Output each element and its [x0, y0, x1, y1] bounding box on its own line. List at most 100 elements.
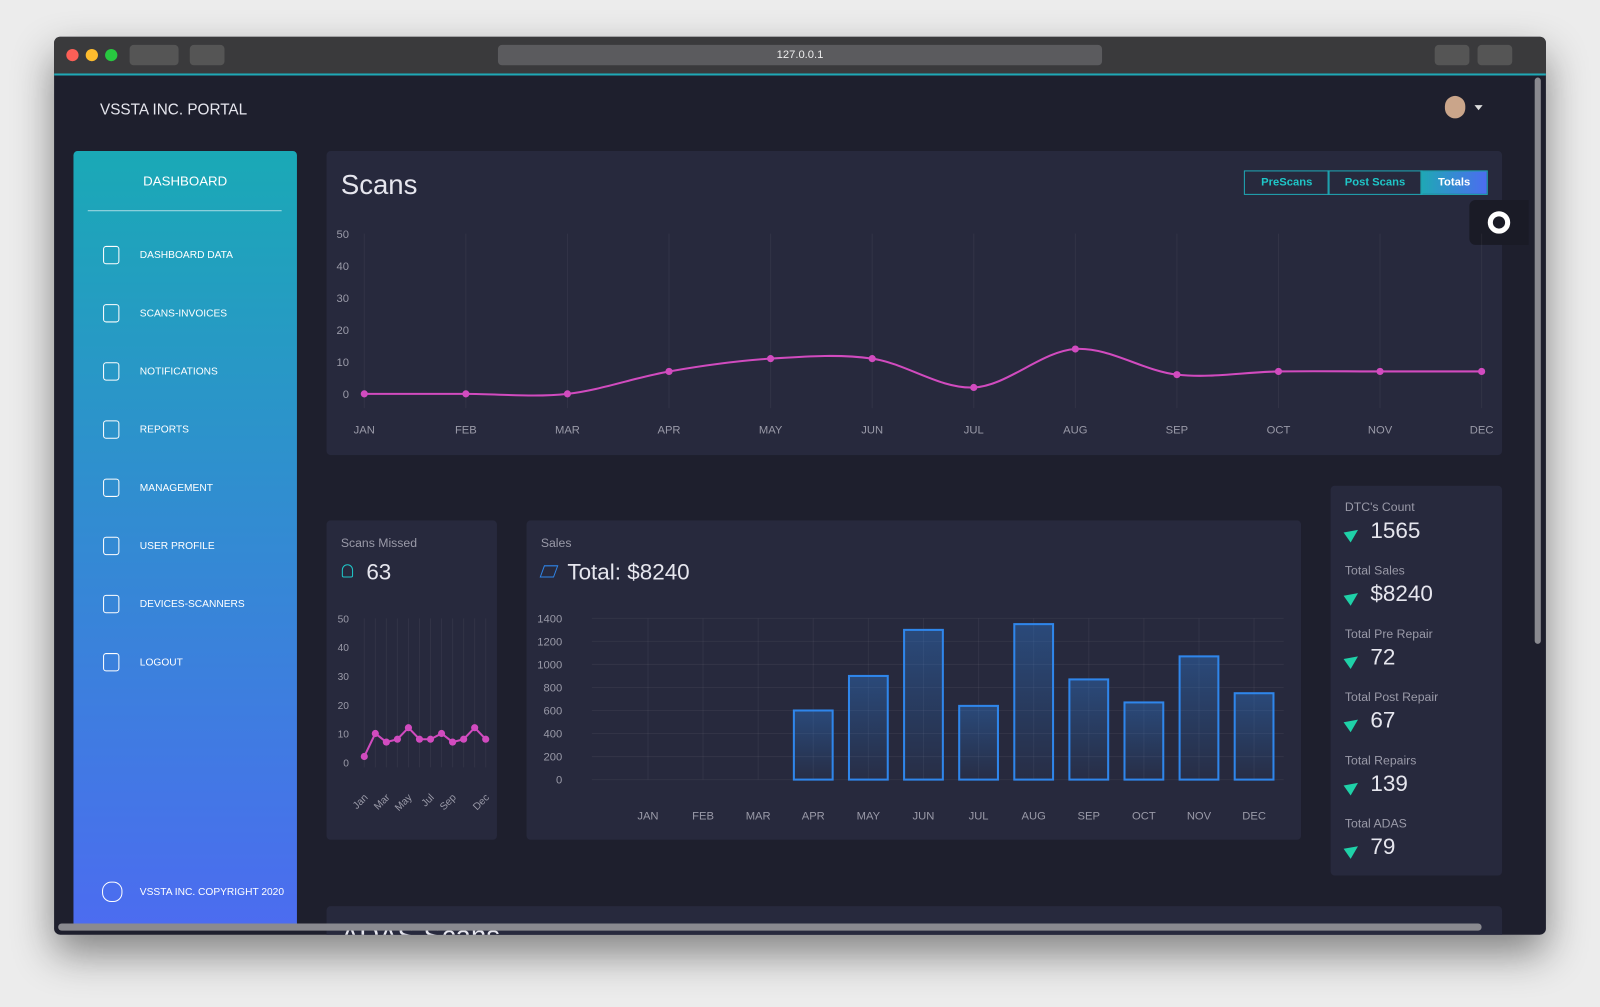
- bar: [847, 674, 889, 781]
- menu-icon[interactable]: [103, 594, 120, 614]
- y-tick-label: 50: [336, 229, 348, 241]
- x-tick-label: MAR: [746, 810, 771, 822]
- bar: [1068, 678, 1110, 781]
- x-tick-label: Jul: [420, 792, 437, 809]
- point: [665, 367, 673, 376]
- y-tick-label: 0: [343, 758, 349, 769]
- minimize-button[interactable]: [85, 48, 98, 62]
- point: [1071, 345, 1079, 353]
- menu-item[interactable]: DEVICES-SCANNERS: [139, 598, 245, 611]
- menu-icon[interactable]: [103, 420, 120, 439]
- menu-icon[interactable]: [103, 362, 120, 381]
- x-tick-label: FEB: [455, 425, 477, 437]
- bar: [958, 704, 999, 781]
- y-tick-label: 1000: [537, 660, 562, 672]
- y-tick-label: 10: [338, 730, 350, 741]
- point: [563, 390, 572, 398]
- menu-item[interactable]: SCANS-INVOICES: [139, 308, 228, 320]
- point: [767, 355, 775, 363]
- x-tick-label: JAN: [354, 425, 375, 437]
- x-tick-label: NOV: [1368, 425, 1393, 437]
- point: [360, 390, 368, 398]
- y-tick-label: 200: [544, 752, 563, 764]
- bar: [1233, 692, 1275, 781]
- menu-item[interactable]: DASHBOARD DATA: [139, 250, 233, 262]
- footer-icon: [102, 881, 123, 903]
- x-tick-label: NOV: [1187, 810, 1212, 822]
- menu-icon[interactable]: [103, 478, 120, 497]
- sidebar-toggle[interactable]: [189, 44, 225, 66]
- y-tick-label: 30: [338, 672, 350, 683]
- y-tick-label: 0: [343, 389, 349, 401]
- settings-button[interactable]: [1469, 200, 1529, 245]
- stat-label: Total Sales: [1344, 563, 1405, 578]
- gear-icon[interactable]: [1487, 211, 1511, 234]
- point: [360, 752, 368, 761]
- point: [426, 735, 435, 743]
- stat-value: 67: [1370, 707, 1396, 733]
- y-tick-label: 800: [544, 683, 563, 695]
- point: [471, 724, 479, 732]
- avatar[interactable]: [1444, 95, 1466, 119]
- scans-title: Scans: [340, 169, 418, 201]
- menu-item[interactable]: MANAGEMENT: [139, 482, 213, 494]
- menu-icon[interactable]: [103, 304, 120, 323]
- y-tick-label: 600: [544, 706, 563, 718]
- menu-icon[interactable]: [103, 653, 120, 672]
- point: [1274, 367, 1283, 376]
- stat-label: Total Post Repair: [1344, 689, 1439, 705]
- tab[interactable]: Totals: [1420, 170, 1488, 195]
- sidebar-divider: [87, 210, 282, 212]
- missed-label: Scans Missed: [340, 535, 418, 551]
- menu-item[interactable]: NOTIFICATIONS: [139, 366, 218, 378]
- close-button[interactable]: [66, 48, 79, 62]
- x-tick-label: OCT: [1267, 425, 1291, 437]
- menu-item[interactable]: LOGOUT: [139, 657, 183, 669]
- stat-label: Total Repairs: [1344, 753, 1417, 768]
- avatar-caret[interactable]: [1474, 105, 1483, 111]
- menu-icon[interactable]: [103, 245, 120, 265]
- point: [393, 735, 401, 743]
- point: [1173, 371, 1181, 379]
- x-tick-label: MAR: [555, 425, 580, 437]
- menu-icon[interactable]: [103, 536, 120, 556]
- sidebar: DASHBOARD VSSTA INC. COPYRIGHT 2020 DASH…: [73, 151, 297, 927]
- bell-icon: [341, 564, 354, 578]
- address-bar[interactable]: 127.0.0.1: [497, 44, 1103, 66]
- tab[interactable]: PreScans: [1243, 170, 1330, 195]
- h-scrollbar[interactable]: [58, 923, 1482, 931]
- stat-value: $8240: [1370, 580, 1433, 607]
- x-tick-label: AUG: [1022, 810, 1046, 822]
- bar: [792, 709, 834, 781]
- point: [449, 738, 457, 746]
- line: [364, 347, 1482, 397]
- x-tick-label: DEC: [1242, 810, 1266, 822]
- line: [363, 726, 487, 757]
- point: [460, 735, 468, 743]
- tabs-button[interactable]: [1477, 44, 1513, 66]
- x-tick-label: MAY: [857, 810, 881, 822]
- point: [868, 355, 876, 363]
- zoom-button[interactable]: [105, 48, 118, 62]
- point: [382, 738, 390, 746]
- v-scrollbar[interactable]: [1534, 77, 1541, 644]
- menu-item[interactable]: USER PROFILE: [139, 540, 215, 553]
- sales-total: Total: $8240: [567, 559, 690, 585]
- nav-buttons[interactable]: [129, 44, 179, 66]
- share-button[interactable]: [1434, 44, 1470, 66]
- stat-value: 139: [1370, 770, 1408, 796]
- point: [404, 724, 413, 732]
- y-tick-label: 1200: [537, 636, 562, 648]
- stat-label: Total ADAS: [1344, 816, 1407, 831]
- scans-panel: [326, 151, 1503, 456]
- stat-label: Total Pre Repair: [1344, 626, 1433, 641]
- y-tick-label: 50: [338, 614, 350, 625]
- bar: [1013, 623, 1055, 781]
- x-tick-label: May: [393, 792, 415, 814]
- menu-item[interactable]: REPORTS: [139, 424, 189, 436]
- x-tick-label: APR: [802, 810, 825, 822]
- missed-panel: [326, 520, 497, 840]
- sidebar-title[interactable]: DASHBOARD: [143, 173, 228, 189]
